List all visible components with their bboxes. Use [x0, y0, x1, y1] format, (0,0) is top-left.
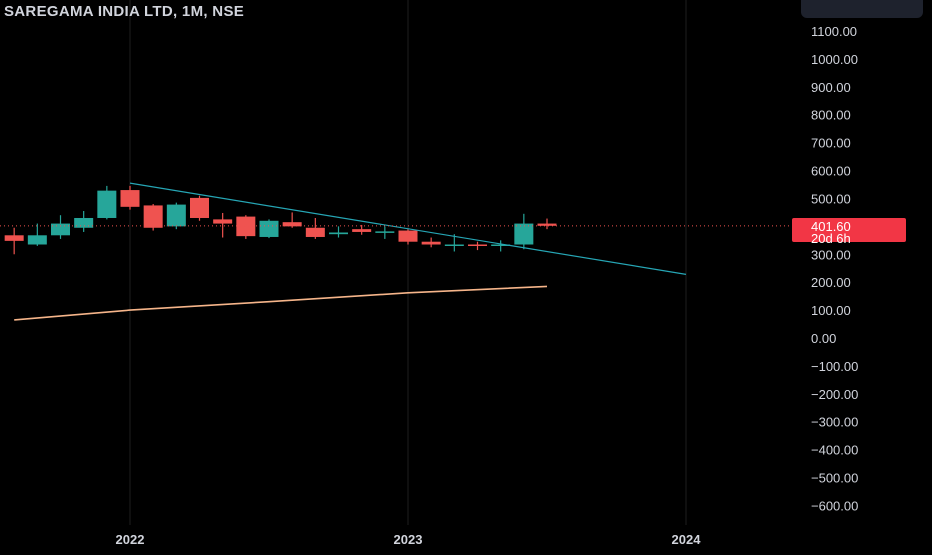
indicator-lines: [0, 182, 797, 321]
candle-body: [329, 232, 348, 235]
candle-body: [120, 190, 140, 207]
price-tick-label: 100.00: [811, 303, 851, 318]
time-tick-label: 2023: [394, 532, 423, 547]
price-tick-label: 300.00: [811, 247, 851, 262]
price-tick-label: 800.00: [811, 108, 851, 123]
price-tick-label: 900.00: [811, 80, 851, 95]
candle-body: [352, 229, 372, 232]
candle-body: [166, 204, 186, 227]
candle-body: [213, 219, 233, 224]
candle-body: [282, 222, 302, 227]
trendline: [129, 182, 687, 275]
time-axis: 2022 2023 2024: [116, 532, 702, 547]
time-tick-label: 2024: [672, 532, 702, 547]
candle-body: [190, 197, 209, 218]
time-tick-label: 2022: [116, 532, 145, 547]
price-tick-label: −100.00: [811, 359, 858, 374]
candle-body: [491, 244, 511, 247]
price-tick-label: 0.00: [811, 331, 836, 346]
moving-average-line: [14, 285, 548, 321]
candle-body: [4, 235, 24, 241]
price-axis: 1200.001100.001000.00900.00800.00700.006…: [811, 0, 858, 513]
candle-body: [305, 227, 325, 237]
price-tick-label: 700.00: [811, 136, 851, 151]
grid: [129, 0, 687, 525]
price-tick-label: 500.00: [811, 191, 851, 206]
candle-body: [74, 217, 94, 228]
price-tick-label: 200.00: [811, 275, 851, 290]
price-tag-box: [792, 218, 906, 242]
price-tick-label: −200.00: [811, 387, 858, 402]
candle-body: [444, 244, 464, 247]
candle-body: [97, 190, 117, 218]
price-tick-label: −400.00: [811, 443, 858, 458]
candle-body: [236, 216, 256, 237]
candle-body: [421, 241, 441, 245]
price-tick-label: −300.00: [811, 415, 858, 430]
price-tag-value: 401.60: [811, 219, 851, 234]
price-tick-label: −600.00: [811, 498, 858, 513]
price-tick-label: 1000.00: [811, 52, 858, 67]
candle-body: [398, 230, 418, 242]
axis-settings-button[interactable]: [801, 0, 923, 18]
chart-title: SAREGAMA INDIA LTD, 1M, NSE: [4, 3, 245, 20]
price-tick-label: −500.00: [811, 471, 858, 486]
candle-body: [468, 244, 487, 247]
candle-body: [143, 205, 163, 228]
candle-body: [537, 223, 557, 226]
price-tag-countdown: 20d 6h: [811, 231, 851, 246]
candle-body: [27, 235, 47, 245]
price-tick-label: 600.00: [811, 164, 851, 179]
candle-body: [514, 223, 534, 245]
candle-body: [375, 231, 395, 233]
candle-body: [259, 220, 279, 237]
price-tick-label: 1100.00: [811, 24, 857, 39]
candle-body: [51, 223, 70, 236]
candles: [4, 185, 557, 255]
